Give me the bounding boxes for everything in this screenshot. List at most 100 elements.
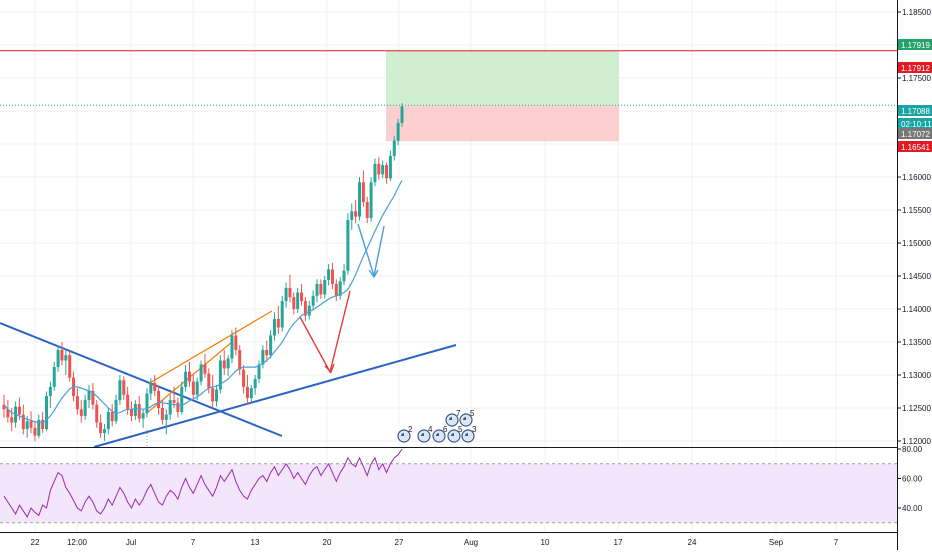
time-tick-label: Sep	[769, 538, 784, 547]
price-badge[interactable]: 02:10:11	[898, 118, 932, 129]
candle-body	[195, 381, 199, 395]
rsi-pane[interactable]	[0, 447, 897, 533]
candle-body	[276, 318, 280, 328]
candle-body	[307, 305, 311, 316]
candle-body	[350, 211, 354, 220]
candle-body	[153, 382, 157, 391]
price-tick-label: 1.15000	[902, 239, 931, 248]
time-tick-label: 17	[614, 538, 623, 547]
event-markers[interactable]: 2 4 6 5 37 5	[397, 409, 477, 443]
event-count: 3	[472, 425, 477, 434]
downtrend-line[interactable]	[0, 322, 283, 437]
position-zones[interactable]	[386, 50, 619, 142]
price-badge-label: 1.17088	[901, 107, 930, 116]
time-tick-label: 7	[834, 538, 839, 547]
candle-body	[292, 297, 296, 309]
event-count: 4	[428, 425, 433, 434]
candles	[2, 103, 404, 441]
candle-body	[261, 349, 265, 365]
price-badge[interactable]: 1.17088	[898, 105, 932, 116]
candle-body	[222, 360, 226, 369]
time-tick-label: Aug	[464, 538, 478, 547]
event-marker[interactable]: 2	[397, 425, 413, 443]
candle-body	[45, 396, 49, 430]
candle-body	[369, 182, 373, 218]
candle-body	[68, 355, 72, 378]
candle-body	[64, 355, 68, 361]
event-marker[interactable]: 6	[432, 425, 448, 443]
candle-body	[357, 182, 361, 217]
candle-body	[149, 382, 153, 394]
projection-arrow-red[interactable]	[299, 290, 351, 374]
stop-loss-zone[interactable]	[386, 105, 619, 142]
candle-body	[303, 301, 307, 316]
candle-body	[265, 349, 269, 356]
price-badge[interactable]: 1.16541	[898, 141, 932, 152]
candle-body	[48, 386, 52, 397]
price-badge-label: 1.17072	[901, 130, 930, 139]
channel-top-line[interactable]	[147, 310, 273, 385]
candle-body	[37, 419, 41, 436]
candle-body	[249, 388, 253, 399]
event-marker[interactable]: 5	[459, 409, 475, 427]
candle-body	[87, 390, 91, 401]
candle-body	[377, 163, 381, 175]
event-count: 5	[470, 409, 475, 418]
candle-body	[176, 402, 180, 412]
event-pie-icon	[449, 417, 452, 420]
candle-body	[79, 409, 83, 416]
candle-body	[334, 283, 338, 296]
price-badge[interactable]: 1.17072	[898, 128, 932, 139]
price-badge-bg	[898, 118, 932, 129]
price-badge-label: 02:10:11	[901, 120, 932, 129]
candle-body	[365, 202, 369, 218]
price-badge[interactable]: 1.17919	[898, 39, 932, 50]
candle-body	[211, 388, 215, 402]
event-marker[interactable]: 7	[445, 409, 461, 427]
price-tick-label: 1.15500	[902, 206, 931, 215]
candle-body	[338, 281, 342, 296]
candle-body	[381, 165, 385, 175]
candle-body	[114, 400, 118, 422]
candle-body	[354, 211, 358, 217]
price-tick-label: 1.14000	[902, 305, 931, 314]
candle-body	[315, 283, 319, 296]
uptrend-line[interactable]	[93, 344, 457, 448]
candle-body	[342, 270, 346, 282]
candle-body	[215, 389, 219, 402]
candle-body	[106, 411, 110, 430]
candle-body	[2, 404, 6, 410]
price-tick-label: 1.14500	[902, 272, 931, 281]
candle-body	[10, 417, 14, 423]
candle-body	[17, 406, 21, 415]
candle-body	[180, 386, 184, 412]
candle-body	[400, 106, 404, 123]
event-marker[interactable]: 5	[447, 425, 463, 443]
candle-body	[218, 360, 222, 390]
candle-body	[91, 390, 95, 405]
candle-body	[226, 358, 230, 369]
candle-body	[388, 155, 392, 179]
rsi-line	[3, 448, 403, 518]
moving-average	[3, 180, 403, 424]
candle-body	[327, 269, 331, 280]
event-count: 2	[408, 425, 413, 434]
event-pie-icon	[421, 433, 424, 436]
event-marker[interactable]: 3	[461, 425, 477, 443]
rsi-tick-label: 40.00	[902, 504, 923, 513]
time-tick-label: 13	[251, 538, 260, 547]
price-badge-bg	[898, 62, 932, 73]
time-tick-label: 22	[31, 538, 40, 547]
take-profit-zone[interactable]	[386, 50, 619, 106]
horizontal-lines[interactable]	[0, 50, 897, 106]
rsi-tick-label: 60.00	[902, 475, 923, 484]
event-marker[interactable]: 4	[417, 425, 433, 443]
price-badge[interactable]: 1.17912	[898, 62, 932, 73]
event-count: 7	[456, 409, 461, 418]
price-tick-label: 1.12500	[902, 404, 931, 413]
candle-body	[392, 140, 396, 156]
ma-line	[3, 180, 403, 424]
